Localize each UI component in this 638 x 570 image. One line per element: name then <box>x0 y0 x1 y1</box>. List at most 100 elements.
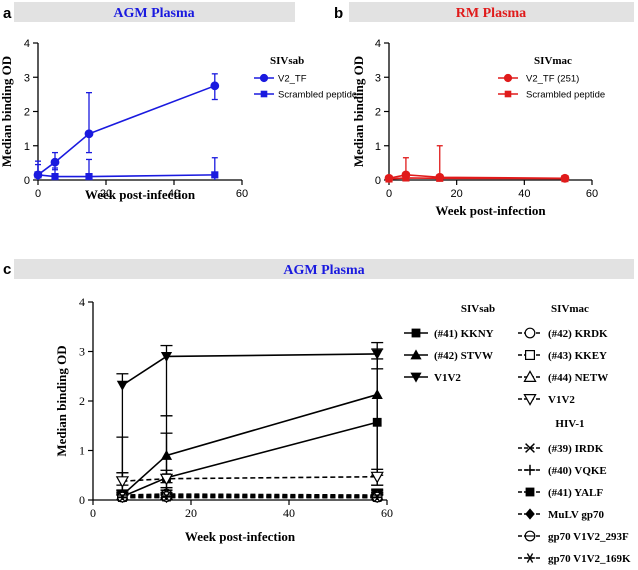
y-tick-label: 3 <box>375 72 381 84</box>
series--44-netw <box>115 488 384 501</box>
x-axis-label: Week post-infection <box>85 187 196 202</box>
data-point <box>161 492 172 502</box>
legend-marker <box>524 327 536 339</box>
y-tick-label: 2 <box>24 107 30 119</box>
data-point <box>402 174 410 182</box>
legend-item: gp70 V1V2_169K <box>518 553 631 565</box>
data-point <box>159 473 174 486</box>
y-tick-label: 1 <box>375 141 381 153</box>
legend-item: (#41) YALF <box>518 487 603 499</box>
legend-label: V2_TF (251) <box>526 74 579 85</box>
data-point <box>211 171 219 179</box>
series-v1v2-sivmac- <box>115 468 384 491</box>
legend-label: (#42) KRDK <box>548 328 608 340</box>
panel-a-banner: AGM Plasma <box>14 2 295 22</box>
chart-b: 0 20 40 60 0 1 2 3 4 Week post-infection Median bi… <box>351 38 605 218</box>
panel-b-letter: b <box>334 5 343 22</box>
legend-marker <box>525 443 535 453</box>
data-point <box>370 471 384 484</box>
data-point <box>561 175 569 183</box>
legend-item: Scrambled peptide <box>498 90 605 101</box>
panel-a-banner-title: AGM Plasma <box>113 6 194 21</box>
panel-c-letter: c <box>3 261 11 278</box>
legend-item: (#42) KRDK <box>518 327 608 340</box>
data-point <box>372 492 383 503</box>
series-scrambled-peptide <box>34 157 219 181</box>
panel-b-banner: RM Plasma <box>349 2 634 22</box>
series-scrambled-peptide <box>385 172 569 183</box>
legend-marker <box>410 372 422 383</box>
legend-label: V2_TF <box>278 74 307 85</box>
legend-item: (#44) NETW <box>518 370 608 384</box>
legend-label: gp70 V1V2_293F <box>548 531 629 543</box>
panel-b-banner-title: RM Plasma <box>456 6 526 21</box>
legend-marker <box>260 90 268 98</box>
legend-marker <box>525 508 535 520</box>
legend-marker <box>524 350 535 361</box>
y-tick-label: 3 <box>24 72 30 84</box>
y-tick-label: 2 <box>375 107 381 119</box>
x-tick-label: 20 <box>451 188 463 200</box>
y-axis-label: Median binding OD <box>351 56 366 167</box>
panel-c-banner-title: AGM Plasma <box>283 263 364 278</box>
legend-marker <box>525 487 535 497</box>
y-tick-label: 0 <box>79 493 85 507</box>
x-tick-label: 0 <box>386 188 392 200</box>
legend-item: (#40) VQKE <box>518 464 607 477</box>
data-point <box>84 129 94 139</box>
x-tick-label: 60 <box>236 188 248 200</box>
legend-marker <box>524 530 536 542</box>
legend-label: (#40) VQKE <box>548 465 607 477</box>
legend-item: (#39) IRDK <box>518 443 604 455</box>
legend-item: gp70 V1V2_293F <box>518 530 629 543</box>
series-line <box>37 85 216 176</box>
legend-label: (#44) NETW <box>548 372 608 384</box>
legend-marker <box>259 73 269 83</box>
legend-label: (#43) KKEY <box>548 350 607 362</box>
legend-item: V2_TF <box>254 74 307 85</box>
series-line <box>121 353 378 386</box>
y-axis-label: Median binding OD <box>54 345 69 456</box>
x-tick-label: 0 <box>90 506 96 520</box>
legend-item: V1V2 <box>518 394 575 406</box>
legend-marker <box>411 328 421 338</box>
legend-group-title: HIV-1 <box>555 418 584 430</box>
legend-label: Scrambled peptide <box>278 90 357 101</box>
y-tick-label: 3 <box>79 345 85 359</box>
chart-c: 0 20 40 60 0 1 2 3 4 Week post-infection Median bi… <box>54 295 631 565</box>
legend-label: gp70 V1V2_169K <box>548 553 631 565</box>
legend-label: MuLV gp70 <box>548 509 604 521</box>
legend-group-title: SIVmac <box>551 303 589 315</box>
panel-c-banner: AGM Plasma <box>14 259 634 279</box>
legend-item: MuLV gp70 <box>518 508 604 521</box>
legend-label: (#41) YALF <box>548 487 603 499</box>
series-v2-tf <box>33 73 220 180</box>
legend-item: (#42) STVW <box>404 349 493 362</box>
legend-marker <box>410 349 422 360</box>
data-point <box>117 492 128 503</box>
legend-label: V1V2 <box>434 372 461 384</box>
chart-a: 0 20 40 60 0 1 2 3 4 Week post-infection Median bi… <box>0 38 357 202</box>
series-gp70-v1v2-169k <box>116 492 384 503</box>
x-tick-label: 40 <box>283 506 295 520</box>
legend-item: V1V2 <box>404 372 461 384</box>
panel-a-letter: a <box>3 5 12 22</box>
y-tick-label: 4 <box>24 38 30 50</box>
legend-title: SIVmac <box>534 55 572 67</box>
data-point <box>34 171 42 179</box>
data-point <box>116 380 128 391</box>
series-v2-tf-251- <box>384 145 570 183</box>
legend-marker <box>524 553 536 563</box>
data-point <box>50 157 60 167</box>
x-tick-label: 20 <box>100 188 112 200</box>
data-point <box>385 175 393 183</box>
x-tick-label: 40 <box>518 188 530 200</box>
series-line <box>388 177 565 180</box>
data-point <box>436 174 444 182</box>
legend-marker <box>523 394 537 406</box>
series-line <box>37 174 215 178</box>
data-point <box>85 173 93 181</box>
legend-item: Scrambled peptide <box>254 90 357 101</box>
x-tick-label: 40 <box>168 188 180 200</box>
